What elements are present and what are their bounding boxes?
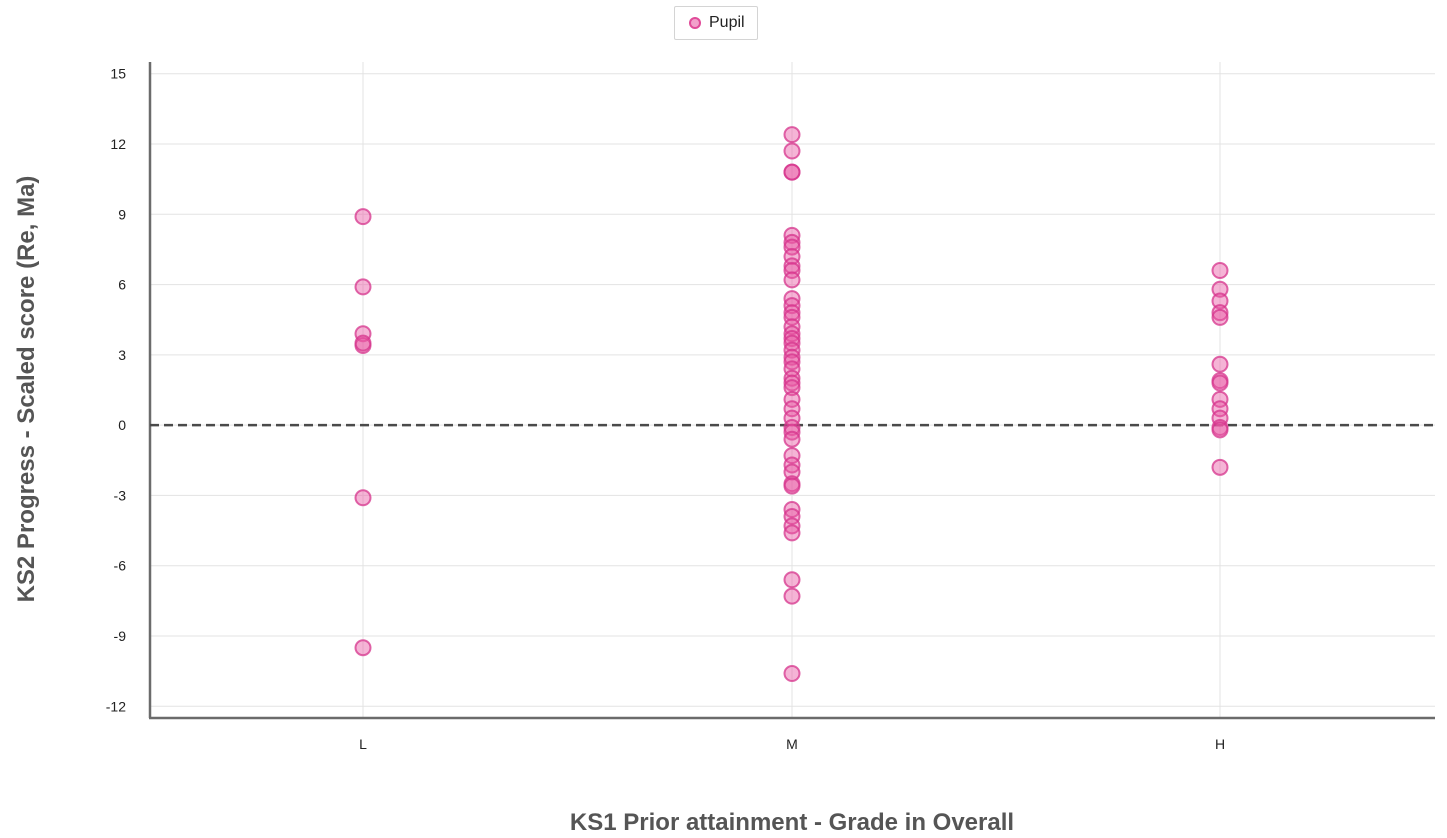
legend[interactable]: Pupil <box>674 6 758 40</box>
legend-marker-icon <box>689 17 701 29</box>
data-point <box>1211 374 1229 392</box>
legend-label: Pupil <box>709 14 745 31</box>
data-point <box>783 418 801 436</box>
data-point <box>783 126 801 144</box>
data-point <box>783 524 801 542</box>
data-point <box>783 142 801 160</box>
y-tick-label: 3 <box>118 347 126 363</box>
data-point <box>354 208 372 226</box>
data-point <box>1211 308 1229 326</box>
data-point <box>783 571 801 589</box>
data-point <box>1211 304 1229 322</box>
y-tick-label: 6 <box>118 277 126 293</box>
data-point <box>1211 280 1229 298</box>
y-tick-label: -12 <box>106 698 126 714</box>
data-point <box>1211 292 1229 310</box>
data-point <box>1211 262 1229 280</box>
y-axis-title: KS2 Progress - Scaled score (Re, Ma) <box>13 176 40 603</box>
y-tick-label: 15 <box>110 66 126 82</box>
y-tick-label: 0 <box>118 417 126 433</box>
x-tick-label: H <box>1215 736 1225 752</box>
data-point <box>783 587 801 605</box>
data-point <box>354 278 372 296</box>
y-tick-label: -9 <box>114 628 127 644</box>
data-point <box>783 271 801 289</box>
data-point <box>783 374 801 392</box>
data-point <box>354 489 372 507</box>
data-point <box>1211 458 1229 476</box>
x-axis-title: KS1 Prior attainment - Grade in Overall <box>570 809 1014 836</box>
data-point <box>354 639 372 657</box>
x-tick-label: M <box>786 736 798 752</box>
data-point <box>783 430 801 448</box>
data-point <box>783 329 801 347</box>
y-tick-label: 9 <box>118 206 126 222</box>
data-point <box>783 664 801 682</box>
y-tick-label: -3 <box>114 487 127 503</box>
y-tick-label: -6 <box>114 558 127 574</box>
y-tick-label: 12 <box>110 136 126 152</box>
data-point <box>783 477 801 495</box>
data-point <box>783 379 801 397</box>
data-point <box>354 334 372 352</box>
data-point <box>1211 355 1229 373</box>
data-point <box>783 163 801 181</box>
x-tick-label: L <box>359 736 367 752</box>
data-point <box>783 348 801 366</box>
data-point <box>1211 421 1229 439</box>
